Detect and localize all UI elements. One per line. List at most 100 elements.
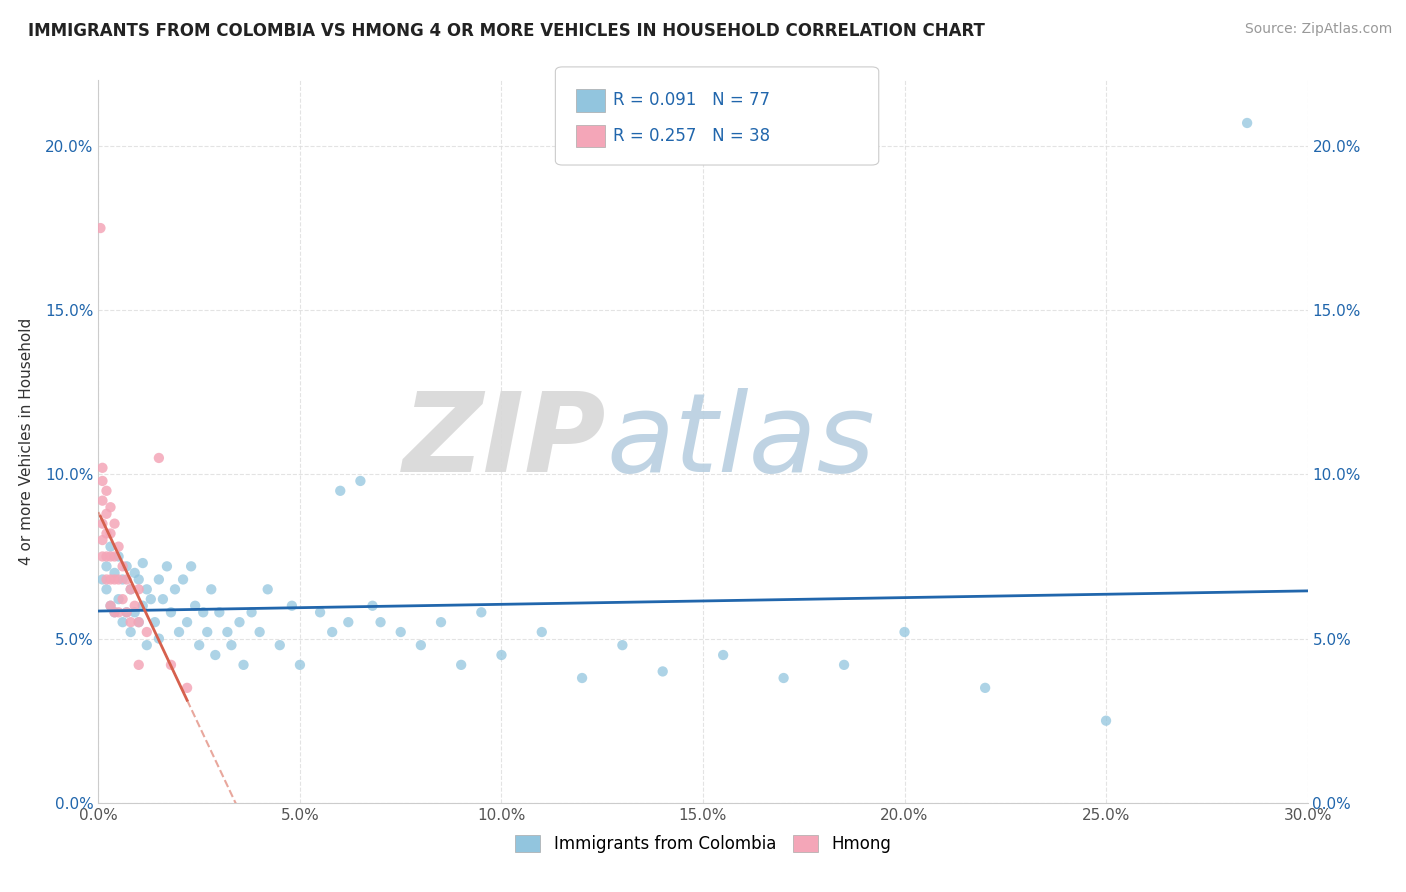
Point bbox=[111, 592, 134, 607]
Point bbox=[832, 657, 855, 672]
Point bbox=[103, 573, 125, 587]
Point bbox=[91, 493, 114, 508]
Point bbox=[167, 625, 190, 640]
Point bbox=[256, 582, 278, 597]
Text: IMMIGRANTS FROM COLOMBIA VS HMONG 4 OR MORE VEHICLES IN HOUSEHOLD CORRELATION CH: IMMIGRANTS FROM COLOMBIA VS HMONG 4 OR M… bbox=[28, 22, 986, 40]
Point bbox=[152, 592, 174, 607]
Point bbox=[107, 605, 129, 619]
Point bbox=[148, 573, 170, 587]
Text: R = 0.091   N = 77: R = 0.091 N = 77 bbox=[613, 91, 770, 109]
Point bbox=[491, 648, 513, 662]
Point bbox=[193, 605, 215, 619]
Point bbox=[135, 582, 157, 597]
Point bbox=[103, 566, 125, 580]
Point bbox=[711, 648, 734, 662]
Point bbox=[100, 573, 122, 587]
Point bbox=[107, 592, 129, 607]
Point bbox=[96, 573, 118, 587]
Point bbox=[184, 599, 207, 613]
Point bbox=[148, 632, 170, 646]
Point bbox=[143, 615, 166, 630]
Point bbox=[91, 549, 114, 564]
Point bbox=[240, 605, 263, 619]
Point bbox=[124, 605, 146, 619]
Point bbox=[281, 599, 304, 613]
Point bbox=[91, 533, 114, 547]
Point bbox=[188, 638, 211, 652]
Point bbox=[321, 625, 343, 640]
Point bbox=[111, 615, 134, 630]
Point bbox=[269, 638, 291, 652]
Point bbox=[530, 625, 553, 640]
Point bbox=[107, 549, 129, 564]
Point bbox=[163, 582, 186, 597]
Point bbox=[128, 657, 150, 672]
Point bbox=[249, 625, 271, 640]
Point bbox=[100, 526, 122, 541]
Point bbox=[120, 582, 142, 597]
Point bbox=[96, 483, 118, 498]
Point bbox=[107, 540, 129, 554]
Point bbox=[91, 474, 114, 488]
Point bbox=[100, 540, 122, 554]
Text: ZIP: ZIP bbox=[402, 388, 606, 495]
Point bbox=[115, 573, 138, 587]
Point bbox=[349, 474, 371, 488]
Point bbox=[100, 599, 122, 613]
Point bbox=[91, 516, 114, 531]
Point bbox=[139, 592, 162, 607]
Point bbox=[120, 625, 142, 640]
Point bbox=[103, 605, 125, 619]
Point bbox=[160, 657, 183, 672]
Y-axis label: 4 or more Vehicles in Household: 4 or more Vehicles in Household bbox=[20, 318, 34, 566]
Point bbox=[103, 605, 125, 619]
Point bbox=[120, 582, 142, 597]
Point bbox=[176, 615, 198, 630]
Point bbox=[124, 599, 146, 613]
Point bbox=[91, 573, 114, 587]
Point bbox=[221, 638, 243, 652]
Point bbox=[337, 615, 360, 630]
Text: atlas: atlas bbox=[606, 388, 875, 495]
Legend: Immigrants from Colombia, Hmong: Immigrants from Colombia, Hmong bbox=[509, 828, 897, 860]
Point bbox=[91, 460, 114, 475]
Point bbox=[103, 549, 125, 564]
Point bbox=[208, 605, 231, 619]
Point bbox=[1236, 116, 1258, 130]
Point bbox=[96, 559, 118, 574]
Point bbox=[195, 625, 218, 640]
Point bbox=[107, 573, 129, 587]
Point bbox=[124, 566, 146, 580]
Point bbox=[160, 605, 183, 619]
Point bbox=[176, 681, 198, 695]
Point bbox=[309, 605, 332, 619]
Point bbox=[180, 559, 202, 574]
Point bbox=[389, 625, 412, 640]
Point bbox=[128, 615, 150, 630]
Point bbox=[450, 657, 472, 672]
Point bbox=[148, 450, 170, 465]
Point bbox=[103, 516, 125, 531]
Point bbox=[288, 657, 311, 672]
Point bbox=[100, 549, 122, 564]
Point bbox=[772, 671, 794, 685]
Point bbox=[430, 615, 453, 630]
Point bbox=[135, 625, 157, 640]
Point bbox=[89, 221, 111, 235]
Point bbox=[361, 599, 384, 613]
Point bbox=[974, 681, 997, 695]
Point bbox=[111, 559, 134, 574]
Point bbox=[132, 556, 155, 570]
Point bbox=[204, 648, 226, 662]
Point bbox=[612, 638, 634, 652]
Point bbox=[115, 559, 138, 574]
Point bbox=[132, 599, 155, 613]
Point bbox=[228, 615, 250, 630]
Point bbox=[128, 582, 150, 597]
Point bbox=[115, 605, 138, 619]
Point bbox=[893, 625, 915, 640]
Point bbox=[120, 615, 142, 630]
Point bbox=[96, 549, 118, 564]
Point bbox=[96, 582, 118, 597]
Point bbox=[128, 615, 150, 630]
